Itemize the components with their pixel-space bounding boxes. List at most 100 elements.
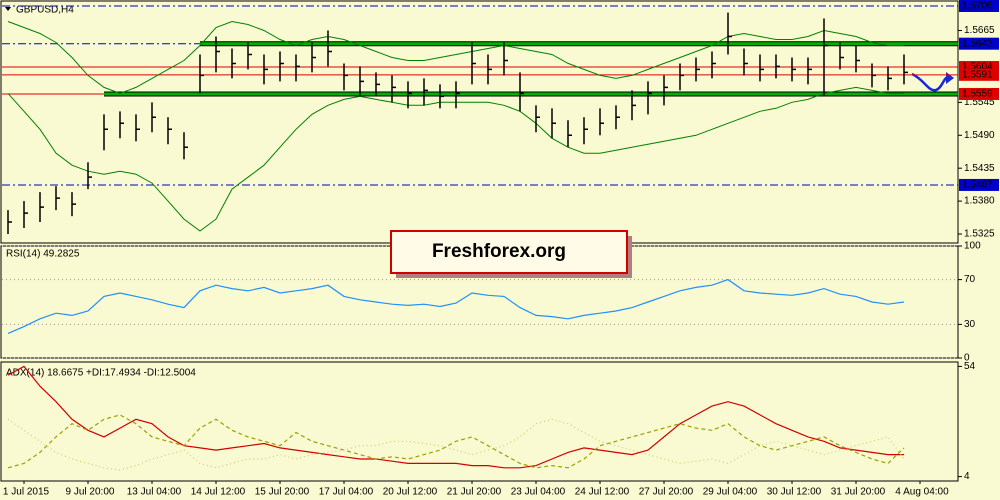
price-bar — [791, 57, 796, 82]
line — [7, 418, 905, 471]
y-tick-label: 54 — [964, 361, 976, 372]
rsi-title: RSI(14) 49.2825 — [6, 249, 80, 260]
line — [7, 20, 904, 94]
level-label: 1.5407 — [962, 180, 993, 191]
price-bar — [167, 117, 172, 145]
price-bar — [871, 63, 876, 88]
price-bar — [263, 54, 268, 85]
y-tick-label: 70 — [964, 274, 976, 285]
x-tick-label: 27 Jul 20:00 — [639, 487, 694, 498]
level-badge — [959, 37, 999, 50]
price-bar — [743, 48, 748, 76]
price-bar — [247, 42, 252, 70]
price-bar — [407, 81, 412, 109]
x-tick-label: 9 Jul 20:00 — [66, 487, 115, 498]
price-bar — [231, 48, 236, 79]
price-bar — [535, 105, 540, 133]
price-bar — [311, 42, 316, 73]
x-tick-label: 4 Aug 04:00 — [895, 487, 949, 498]
price-bar — [759, 54, 764, 82]
x-tick-label: 15 Jul 20:00 — [255, 487, 310, 498]
price-bar — [679, 63, 684, 91]
y-tick-label: 4 — [964, 471, 970, 482]
main-title: GBPUSD,H4 — [16, 5, 74, 16]
price-bar — [279, 51, 284, 82]
x-tick-label: 23 Jul 04:00 — [511, 487, 566, 498]
price-bar — [71, 192, 76, 217]
adx-panel — [0, 361, 959, 482]
watermark-text: Freshforex.org — [432, 241, 566, 262]
level-badge — [959, 87, 999, 100]
watermark-box: Freshforex.org — [390, 230, 632, 278]
price-bar — [343, 63, 348, 91]
price-bar — [103, 114, 108, 151]
price-bar — [215, 36, 220, 73]
price-bar — [327, 30, 332, 67]
price-bar — [839, 42, 844, 70]
x-tick-label: 24 Jul 12:00 — [575, 487, 630, 498]
x-tick-label: 14 Jul 12:00 — [191, 487, 246, 498]
price-bar — [887, 66, 892, 91]
price-bar — [727, 12, 732, 55]
price-bar — [295, 54, 300, 82]
price-bar — [151, 102, 156, 133]
price-bar — [599, 108, 604, 136]
y-tick-label: 1.5325 — [964, 229, 995, 240]
price-bar — [487, 54, 492, 85]
price-bar — [55, 186, 60, 211]
line — [7, 278, 905, 334]
level-badge — [959, 0, 999, 12]
y-tick-label: 1.5490 — [964, 130, 995, 141]
adx-title: ADX(14) 18.6675 +DI:17.4934 -DI:12.5004 — [6, 368, 196, 379]
price-bar — [455, 81, 460, 109]
level-label: 1.5604 — [962, 62, 993, 73]
x-tick-label: 29 Jul 04:00 — [703, 487, 758, 498]
level-label: 1.5591 — [962, 69, 993, 80]
y-tick-label: 1.5545 — [964, 97, 995, 108]
level-label: 1.5643 — [962, 38, 993, 49]
level-badge — [959, 68, 999, 81]
y-tick-label: 1.5435 — [964, 163, 995, 174]
y-tick-label: 1.5665 — [964, 25, 995, 36]
price-bar — [39, 192, 44, 223]
price-bar — [647, 81, 652, 115]
y-tick-label: 30 — [964, 319, 976, 330]
price-bar — [807, 57, 812, 85]
price-bar — [583, 117, 588, 145]
price-bar — [135, 114, 140, 142]
price-bar — [119, 111, 124, 139]
price-bar — [519, 72, 524, 112]
y-tick-label: 1.5380 — [964, 196, 995, 207]
price-bar — [375, 72, 380, 97]
price-bar — [87, 162, 92, 190]
price-bar — [775, 54, 780, 79]
price-bar — [391, 75, 396, 103]
price-bar — [439, 84, 444, 109]
price-bar — [695, 57, 700, 82]
y-tick-label: 0 — [964, 353, 970, 364]
menu-arrow — [5, 7, 11, 11]
price-bar — [23, 201, 28, 229]
price-bar — [631, 90, 636, 121]
price-bar — [471, 42, 476, 85]
price-bar — [663, 75, 668, 106]
price-bar — [711, 51, 716, 79]
watermark-frame — [390, 230, 628, 274]
price-bar — [199, 54, 204, 94]
price-bar — [855, 45, 860, 73]
x-tick-label: 17 Jul 04:00 — [319, 487, 374, 498]
level-label: 1.5706 — [962, 1, 993, 12]
x-tick-label: 31 Jul 20:00 — [831, 487, 886, 498]
price-bar — [503, 42, 508, 76]
line — [7, 365, 904, 469]
price-bar — [903, 54, 908, 85]
x-tick-label: 30 Jul 12:00 — [767, 487, 822, 498]
forecast-curve — [911, 72, 951, 92]
price-bar — [7, 210, 12, 235]
price-bar — [615, 105, 620, 130]
y-tick-label: 100 — [964, 241, 981, 252]
x-tick-label: 13 Jul 04:00 — [127, 487, 182, 498]
price-bar — [823, 18, 828, 97]
